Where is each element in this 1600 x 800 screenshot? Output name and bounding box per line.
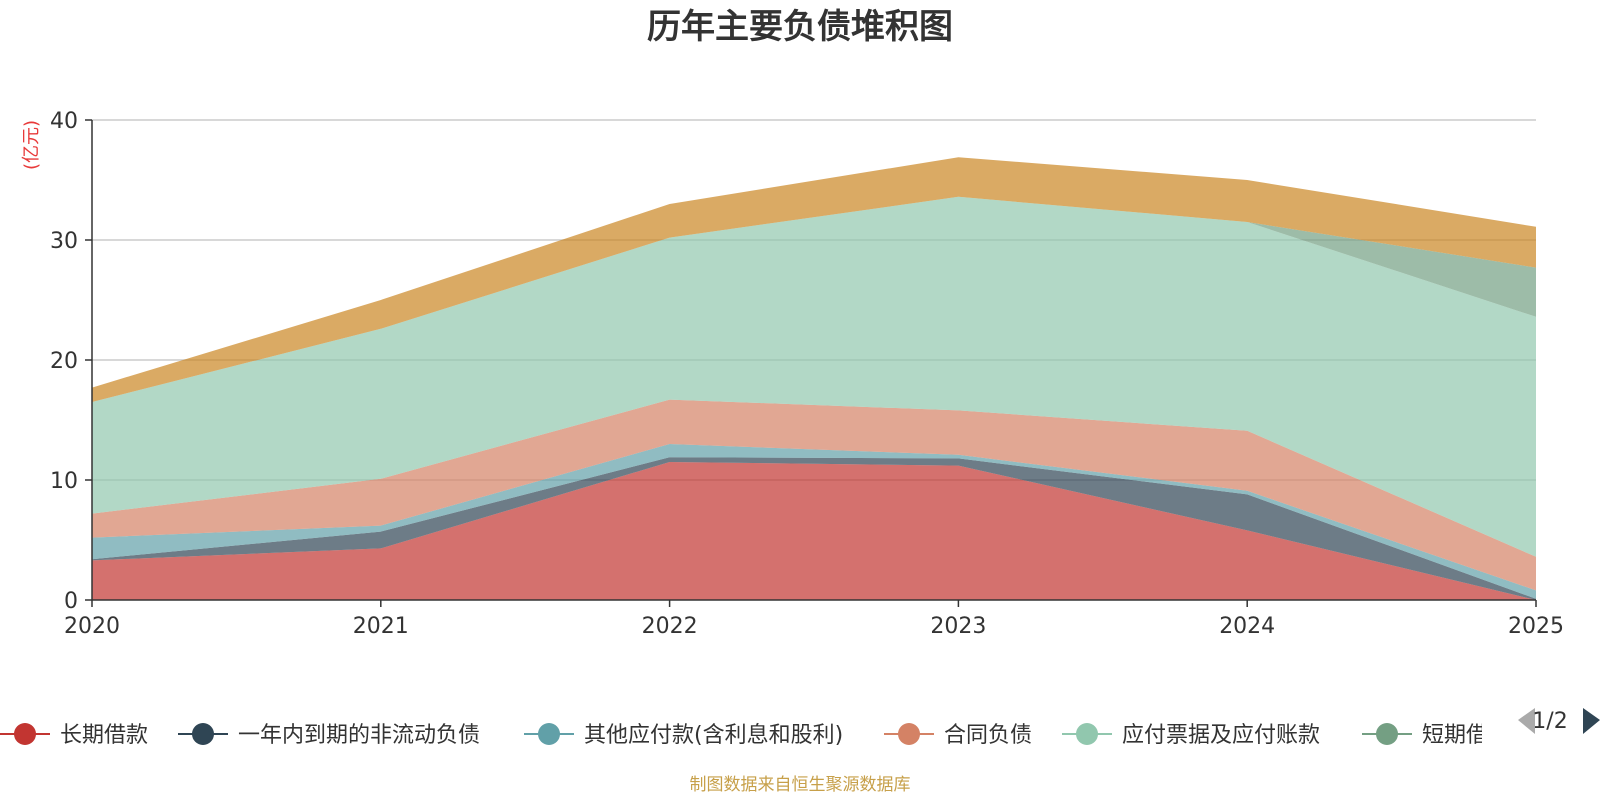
legend-marker bbox=[1076, 723, 1098, 745]
y-axis-unit-label: (亿元) bbox=[21, 120, 42, 170]
y-tick-label-10: 10 bbox=[50, 469, 78, 494]
x-tick-label-2022: 2022 bbox=[642, 614, 698, 639]
legend-label: 其他应付款(含利息和股利) bbox=[584, 723, 843, 748]
legend-page-indicator: 1/2 bbox=[1532, 709, 1567, 734]
y-tick-label-40: 40 bbox=[50, 109, 78, 134]
axes: 0 10 20 30 40 2020 2021 2022 2023 2024 2025 bbox=[50, 109, 1564, 639]
area-series-1 bbox=[92, 457, 1536, 600]
legend-marker bbox=[192, 723, 214, 745]
legend-marker bbox=[538, 723, 560, 745]
y-tick-label-30: 30 bbox=[50, 229, 78, 254]
legend-item-3[interactable]: 合同负债 bbox=[884, 723, 1032, 748]
x-tick-label-2025: 2025 bbox=[1508, 614, 1564, 639]
legend-label: 长期借款 bbox=[60, 723, 148, 748]
legend-item-2[interactable]: 其他应付款(含利息和股利) bbox=[524, 723, 843, 748]
legend-prev-page-icon[interactable] bbox=[1518, 708, 1535, 734]
x-tick-label-2023: 2023 bbox=[930, 614, 986, 639]
data-source-note: 制图数据来自恒生聚源数据库 bbox=[690, 775, 911, 795]
legend-item-5[interactable]: 短期借款 bbox=[1362, 723, 1510, 748]
chart-title: 历年主要负债堆积图 bbox=[647, 7, 953, 47]
legend-item-4[interactable]: 应付票据及应付账款 bbox=[1062, 723, 1320, 748]
legend-marker bbox=[1376, 723, 1398, 745]
legend-item-1[interactable]: 一年内到期的非流动负债 bbox=[178, 723, 480, 748]
legend-label: 应付票据及应付账款 bbox=[1122, 723, 1320, 748]
area-series-0 bbox=[92, 462, 1536, 600]
area-series-layer bbox=[92, 157, 1536, 600]
y-tick-label-20: 20 bbox=[50, 349, 78, 374]
legend-marker bbox=[898, 723, 920, 745]
legend[interactable]: 长期借款 一年内到期的非流动负债 其他应付款(含利息和股利) 合同负债 应付票据及应付账… bbox=[0, 723, 1510, 748]
area-series-3 bbox=[92, 399, 1536, 591]
legend-label: 一年内到期的非流动负债 bbox=[238, 723, 480, 748]
legend-marker bbox=[14, 723, 36, 745]
legend-next-page-icon[interactable] bbox=[1583, 708, 1600, 734]
area-series-6 bbox=[92, 157, 1536, 402]
legend-label: 短期借款 bbox=[1422, 723, 1510, 748]
x-tick-label-2020: 2020 bbox=[64, 614, 120, 639]
area-series-4 bbox=[92, 196, 1536, 557]
legend-label: 合同负债 bbox=[944, 723, 1032, 748]
area-series-2 bbox=[92, 444, 1536, 599]
x-tick-label-2024: 2024 bbox=[1219, 614, 1275, 639]
legend-item-0[interactable]: 长期借款 bbox=[0, 723, 148, 748]
x-tick-label-2021: 2021 bbox=[353, 614, 409, 639]
legend-pager[interactable]: 1/2 bbox=[1518, 708, 1600, 734]
y-tick-label-0: 0 bbox=[64, 589, 78, 614]
